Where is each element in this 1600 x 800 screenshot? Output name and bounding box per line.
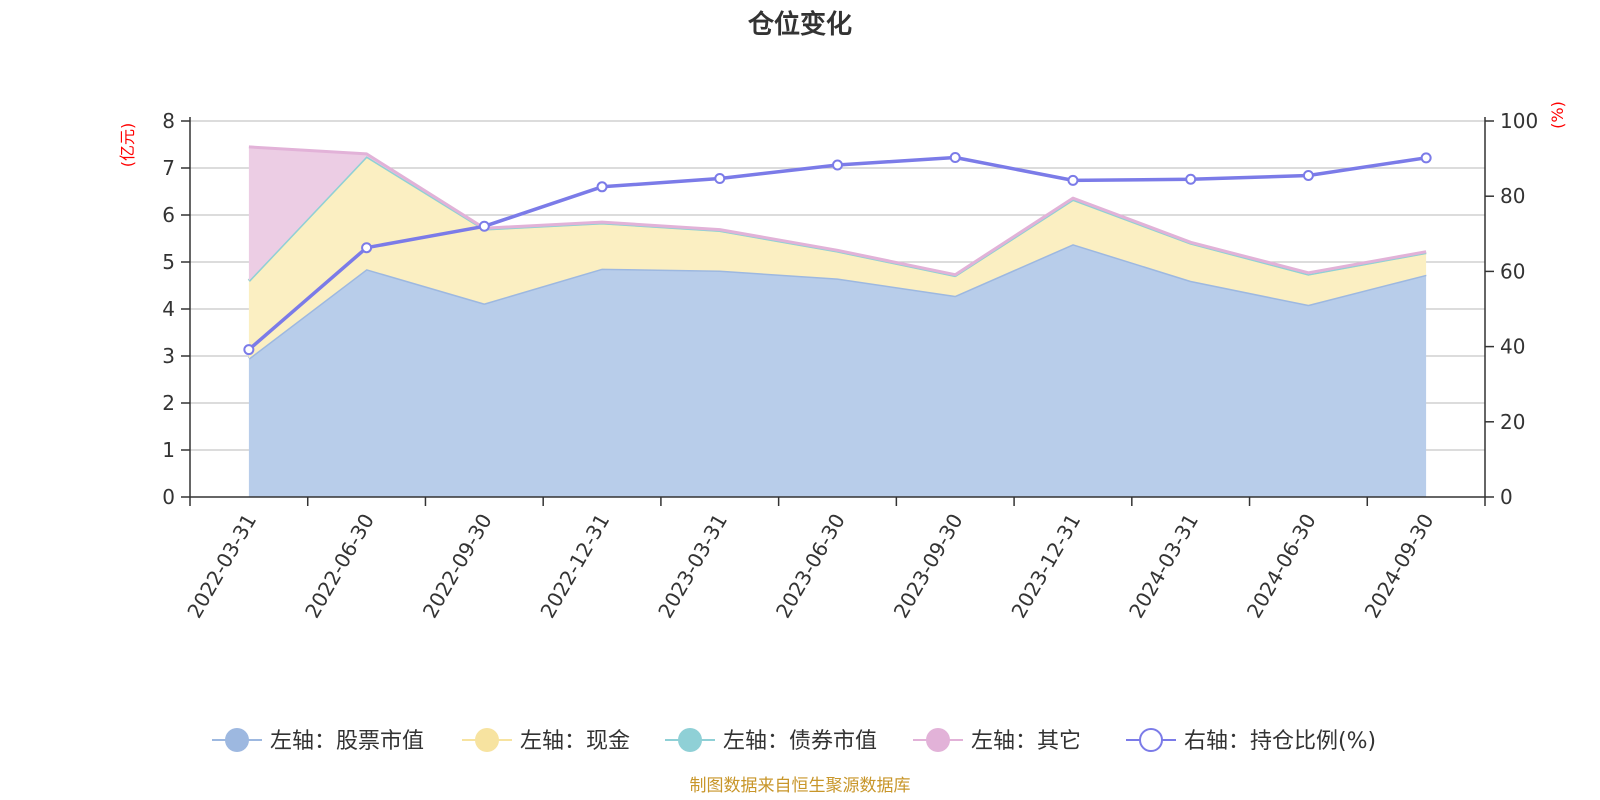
right-tick-label-40: 40	[1500, 335, 1525, 359]
line-point-9	[1302, 170, 1314, 182]
right-tick-label-80: 80	[1500, 184, 1525, 208]
left-tick-label-3: 3	[162, 344, 175, 368]
left-tick-label-6: 6	[162, 203, 175, 227]
line-point-2	[478, 220, 490, 232]
line-point-3	[596, 181, 608, 193]
right-tick-label-100: 100	[1500, 109, 1538, 133]
right-tick-label-60: 60	[1500, 259, 1525, 283]
x-tick-label-9: 2024-06-30	[1242, 510, 1321, 623]
right-tick-label-0: 0	[1500, 485, 1513, 509]
x-tick-label-7: 2023-12-31	[1006, 510, 1085, 623]
legend-marker-0	[225, 728, 249, 752]
legend-marker-1	[475, 728, 499, 752]
x-tick-label-2: 2022-09-30	[418, 510, 497, 623]
left-tick-label-0: 0	[162, 485, 175, 509]
legend-label-2: 左轴：债券市值	[723, 729, 877, 754]
left-tick-label-8: 8	[162, 109, 175, 133]
line-point-6	[949, 151, 961, 163]
x-tick-label-3: 2022-12-31	[535, 510, 614, 623]
area-series-0	[248, 244, 1427, 497]
left-tick-label-2: 2	[162, 391, 175, 415]
line-point-0	[243, 344, 255, 356]
line-point-5	[832, 159, 843, 171]
right-axis-unit: (%)	[1548, 101, 1567, 129]
line-point-10	[1420, 152, 1432, 164]
x-tick-label-6: 2023-09-30	[889, 510, 968, 623]
legend-marker-4	[1139, 728, 1163, 752]
legend-label-1: 左轴：现金	[520, 729, 630, 754]
line-point-1	[361, 242, 373, 254]
x-tick-label-8: 2024-03-31	[1124, 510, 1203, 623]
legend-marker-2	[678, 728, 702, 752]
x-tick-label-4: 2023-03-31	[653, 510, 732, 623]
left-tick-label-7: 7	[162, 156, 175, 180]
right-tick-label-20: 20	[1500, 410, 1525, 434]
area-layer	[247, 145, 1427, 497]
area-series-1	[248, 156, 1427, 359]
legend-marker-3	[926, 728, 950, 752]
line-layer	[243, 151, 1432, 356]
line-point-8	[1185, 173, 1197, 185]
left-axis-unit: (亿元)	[118, 123, 137, 168]
legend-label-0: 左轴：股票市值	[270, 729, 424, 754]
x-tick-label-5: 2023-06-30	[771, 510, 850, 623]
line-point-4	[714, 173, 726, 185]
legend-label-4: 右轴：持仓比例(%)	[1184, 729, 1376, 754]
left-tick-label-5: 5	[162, 250, 175, 274]
left-tick-label-1: 1	[162, 438, 175, 462]
left-tick-label-4: 4	[162, 297, 175, 321]
source-note: 制图数据来自恒生聚源数据库	[690, 776, 911, 796]
x-tick-label-1: 2022-06-30	[300, 510, 379, 623]
x-tick-label-0: 2022-03-31	[182, 510, 261, 623]
area-edge-series-3	[248, 145, 1427, 277]
legend-label-3: 左轴：其它	[971, 729, 1081, 754]
legend: 左轴：股票市值 左轴：现金 左轴：债券市值 左轴：其它 右轴：持仓比例(%)	[212, 728, 1376, 754]
x-tick-label-10: 2024-09-30	[1360, 510, 1439, 623]
chart-title: 仓位变化	[747, 9, 852, 40]
line-point-7	[1067, 174, 1079, 186]
